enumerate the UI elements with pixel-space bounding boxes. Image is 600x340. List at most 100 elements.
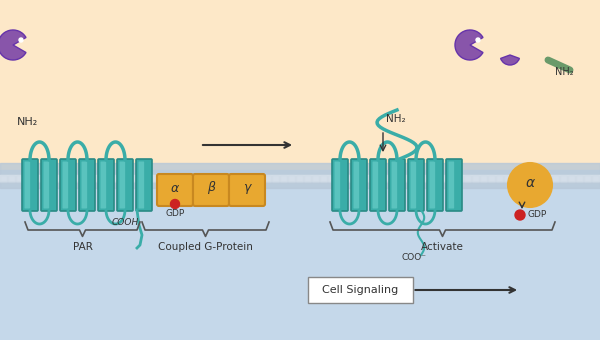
Bar <box>280 175 287 182</box>
Bar <box>0 0 600 170</box>
Text: PAR: PAR <box>73 242 92 252</box>
Bar <box>320 175 327 182</box>
Bar <box>288 175 295 182</box>
Bar <box>96 175 103 182</box>
Bar <box>128 175 135 182</box>
Bar <box>376 175 383 182</box>
FancyBboxPatch shape <box>117 159 133 211</box>
Text: NH₂: NH₂ <box>17 117 38 127</box>
Bar <box>32 175 39 182</box>
Bar <box>144 175 151 182</box>
FancyBboxPatch shape <box>392 162 397 208</box>
Bar <box>0 175 7 182</box>
Bar <box>8 175 15 182</box>
FancyBboxPatch shape <box>82 162 87 208</box>
Bar <box>408 175 415 182</box>
Bar <box>112 175 119 182</box>
FancyBboxPatch shape <box>157 174 193 206</box>
Bar <box>344 175 351 182</box>
Bar <box>496 175 503 182</box>
Text: NH₂: NH₂ <box>555 67 574 77</box>
Bar <box>120 175 127 182</box>
FancyBboxPatch shape <box>335 162 340 208</box>
FancyBboxPatch shape <box>446 159 462 211</box>
Bar <box>336 175 343 182</box>
Bar <box>576 175 583 182</box>
Bar <box>304 175 311 182</box>
Bar <box>200 175 207 182</box>
Bar <box>0 170 600 340</box>
Bar <box>536 175 543 182</box>
Bar <box>384 175 391 182</box>
FancyBboxPatch shape <box>62 162 68 208</box>
Bar <box>584 175 591 182</box>
FancyBboxPatch shape <box>353 162 359 208</box>
FancyBboxPatch shape <box>119 162 125 208</box>
Bar <box>400 175 407 182</box>
FancyBboxPatch shape <box>60 159 76 211</box>
Bar <box>416 175 423 182</box>
Bar <box>264 175 271 182</box>
Bar <box>0 163 600 175</box>
Circle shape <box>19 38 23 42</box>
Text: NH₂: NH₂ <box>386 114 406 124</box>
Bar <box>176 175 183 182</box>
Bar <box>0 175 600 182</box>
Bar <box>64 175 71 182</box>
Text: α: α <box>171 182 179 194</box>
FancyBboxPatch shape <box>373 162 378 208</box>
Bar <box>328 175 335 182</box>
Bar <box>424 175 431 182</box>
FancyBboxPatch shape <box>22 159 38 211</box>
FancyBboxPatch shape <box>430 162 435 208</box>
Bar <box>168 175 175 182</box>
Text: γ: γ <box>244 182 251 194</box>
Bar <box>136 175 143 182</box>
FancyBboxPatch shape <box>351 159 367 211</box>
Bar <box>0 182 600 188</box>
FancyBboxPatch shape <box>332 159 348 211</box>
Bar <box>528 175 535 182</box>
Bar <box>456 175 463 182</box>
Bar <box>224 175 231 182</box>
Wedge shape <box>455 30 483 60</box>
Bar <box>544 175 551 182</box>
Bar <box>192 175 199 182</box>
Bar <box>240 175 247 182</box>
Bar <box>248 175 255 182</box>
Bar <box>448 175 455 182</box>
FancyBboxPatch shape <box>193 174 229 206</box>
Bar <box>312 175 319 182</box>
Circle shape <box>170 200 179 208</box>
FancyBboxPatch shape <box>229 174 265 206</box>
Wedge shape <box>500 55 520 65</box>
Bar <box>520 175 527 182</box>
Bar <box>552 175 559 182</box>
Text: GDP: GDP <box>166 209 185 218</box>
Bar <box>464 175 471 182</box>
Bar <box>296 175 303 182</box>
Bar <box>368 175 375 182</box>
Bar <box>560 175 567 182</box>
Bar <box>88 175 95 182</box>
Bar <box>232 175 239 182</box>
Bar <box>480 175 487 182</box>
FancyBboxPatch shape <box>101 162 106 208</box>
Text: Cell Signaling: Cell Signaling <box>322 285 398 295</box>
Bar <box>440 175 447 182</box>
Bar <box>184 175 191 182</box>
FancyBboxPatch shape <box>44 162 49 208</box>
Bar <box>208 175 215 182</box>
Bar <box>152 175 159 182</box>
Bar <box>432 175 439 182</box>
FancyBboxPatch shape <box>449 162 454 208</box>
Text: COO⁻: COO⁻ <box>401 253 426 262</box>
Bar <box>216 175 223 182</box>
Bar <box>504 175 511 182</box>
Bar <box>24 175 31 182</box>
FancyBboxPatch shape <box>79 159 95 211</box>
FancyBboxPatch shape <box>136 159 152 211</box>
FancyBboxPatch shape <box>370 159 386 211</box>
FancyBboxPatch shape <box>408 159 424 211</box>
FancyBboxPatch shape <box>410 162 416 208</box>
